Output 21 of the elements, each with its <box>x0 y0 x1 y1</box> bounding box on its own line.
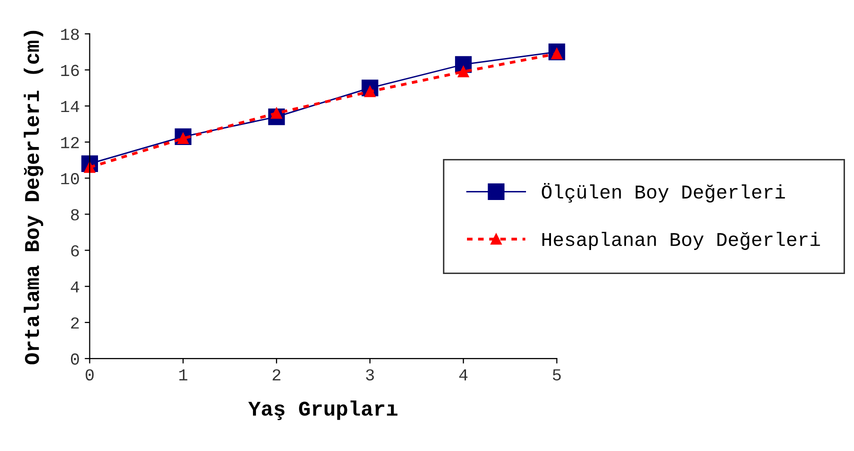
x-tick-label: 1 <box>179 369 188 380</box>
legend-label: Hesaplanan Boy Değerleri <box>542 232 820 250</box>
x-tick-label: 0 <box>86 369 94 381</box>
legend-label: Ölçülen Boy Değerleri <box>542 182 785 203</box>
y-tick-label: 14 <box>61 101 80 112</box>
x-tick-label: 4 <box>459 369 468 380</box>
y-tick-label: 12 <box>61 136 79 148</box>
y-tick-label: 8 <box>71 209 79 220</box>
y-axis-title: Ortalama Boy Değerleri (cm) <box>24 30 44 364</box>
point <box>458 66 469 78</box>
x-tick-label: 2 <box>272 369 280 380</box>
y-tick-label: 6 <box>71 245 79 257</box>
y-tick-label: 16 <box>61 64 79 76</box>
y-tick-label: 2 <box>71 317 79 329</box>
x-axis-title: Yaş Grupları <box>248 400 398 420</box>
y-tick-label: 4 <box>70 281 80 292</box>
x-tick-label: 3 <box>366 369 374 381</box>
y-tick-label: 18 <box>61 28 79 40</box>
x-tick-label: 5 <box>552 369 561 381</box>
y-tick-label: 10 <box>61 173 79 184</box>
y-tick-label: 0 <box>70 353 79 365</box>
